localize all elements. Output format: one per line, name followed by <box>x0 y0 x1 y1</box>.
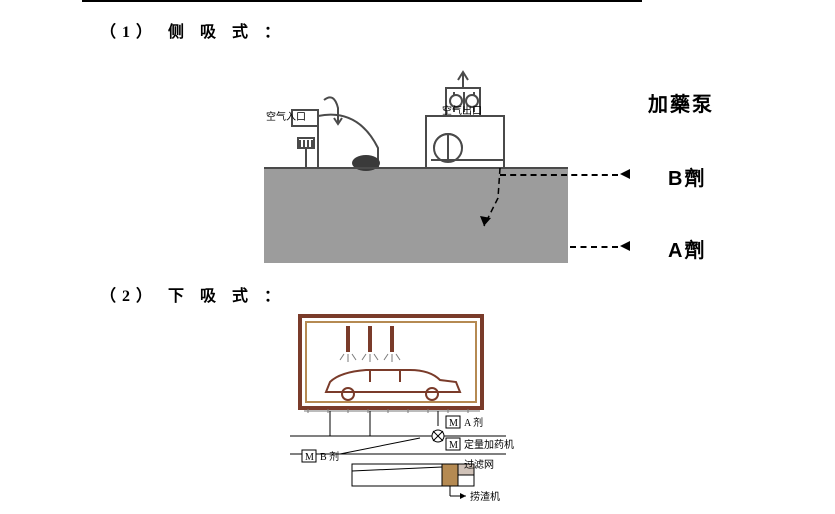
top-rule <box>82 0 642 2</box>
agentB-label: B劑 <box>668 162 706 191</box>
pump-label: 加藥泵 <box>648 88 714 117</box>
agentA-label: A劑 <box>668 234 706 263</box>
arrowhead-agentA <box>620 241 630 251</box>
arrow-to-agentB <box>500 174 618 176</box>
m-box-top: M <box>449 418 458 429</box>
air-out-label: 空气出口 <box>442 104 482 117</box>
arrow-to-agentA <box>570 246 618 248</box>
heading-2: （2） 下 吸 式 ： <box>100 282 286 306</box>
fig2-agentA-label: A 剂 <box>464 416 483 429</box>
m-box-bottom: M <box>305 452 314 463</box>
heading-1: （1） 侧 吸 式 ： <box>100 18 286 42</box>
fig2-filter-label: 过滤网 <box>464 458 494 471</box>
fig2-doser-label: 定量加药机 <box>464 438 514 451</box>
figure-down-draft: M A 剂 M 定量加药机 M B 剂 过滤网 捞渣机 <box>270 308 538 508</box>
fig2-agentB-label: B 剂 <box>320 450 339 463</box>
air-in-label: 空气入口 <box>266 110 306 123</box>
m-box-mid: M <box>449 440 458 451</box>
figure-side-suction: 空气入口 空气出口 <box>248 68 568 263</box>
arrowhead-agentB <box>620 169 630 179</box>
fig2-skimmer-label: 捞渣机 <box>470 490 500 503</box>
tank-liquid <box>264 168 568 263</box>
